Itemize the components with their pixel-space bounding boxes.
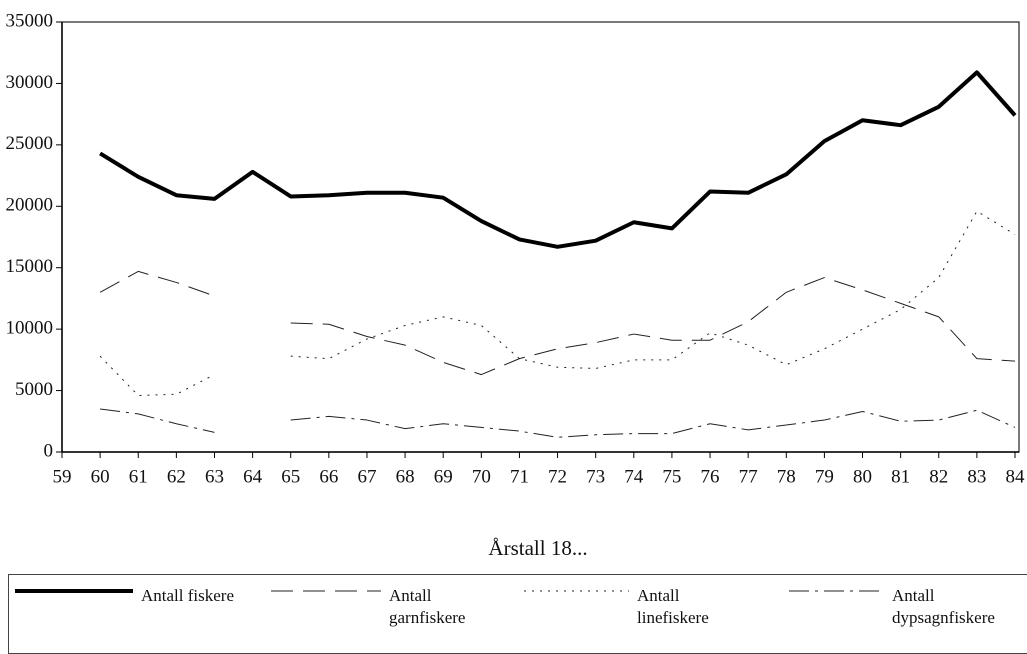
x-tick-label: 66 xyxy=(319,466,338,487)
x-tick-label: 76 xyxy=(701,466,720,487)
chart: Årstall 18... 0 5000 10000 15000 20000 25000 3… xyxy=(6,10,1026,560)
y-tick-label: 20000 xyxy=(6,195,54,216)
legend-item: Antall garnfiskere xyxy=(271,585,489,629)
legend-swatch xyxy=(524,590,629,592)
y-tick-label: 25000 xyxy=(6,133,54,154)
legend-label: Antall garnfiskere xyxy=(389,586,466,627)
legend-swatch xyxy=(271,590,381,592)
legend-item: Antall linefiskere xyxy=(524,585,737,629)
x-tick-label: 81 xyxy=(891,466,910,487)
x-tick-label: 79 xyxy=(815,466,834,487)
x-tick-label: 78 xyxy=(777,466,796,487)
x-tick-label: 68 xyxy=(396,466,415,487)
y-tick-label: 30000 xyxy=(6,72,54,93)
x-tick-label: 82 xyxy=(929,466,948,487)
y-tick-label: 0 xyxy=(44,440,54,461)
x-tick-label: 77 xyxy=(739,466,758,487)
x-tick-label: 60 xyxy=(91,466,110,487)
x-tick-label: 70 xyxy=(472,466,491,487)
x-tick-label: 72 xyxy=(548,466,567,487)
y-tick-label: 5000 xyxy=(15,379,53,400)
x-tick-label: 74 xyxy=(624,466,644,487)
x-tick-label: 71 xyxy=(510,466,529,487)
series-line xyxy=(99,70,1017,249)
x-tick-label: 67 xyxy=(357,466,376,487)
x-tick-label: 59 xyxy=(53,466,72,487)
legend-item: Antall dypsagnfiskere xyxy=(789,585,995,629)
plot-frame xyxy=(61,21,1020,453)
y-tick-label: 10000 xyxy=(6,318,54,339)
legend-item: Antall fiskere xyxy=(15,585,291,607)
series-line xyxy=(99,210,1016,396)
x-tick-label: 69 xyxy=(434,466,453,487)
x-tick-label: 63 xyxy=(205,466,224,487)
x-tick-label: 65 xyxy=(281,466,300,487)
legend-label: Antall dypsagnfiskere xyxy=(892,586,995,627)
series-line xyxy=(99,270,1016,376)
y-tick-label: 35000 xyxy=(6,10,54,31)
legend-label: Antall fiskere xyxy=(141,586,234,605)
legend: Antall fiskere Antall garnfiskere Antall l… xyxy=(8,574,1027,654)
series-line xyxy=(100,408,1016,438)
x-tick-label: 64 xyxy=(243,466,263,487)
x-tick-label: 84 xyxy=(1006,466,1026,487)
x-tick-label: 61 xyxy=(129,466,148,487)
x-axis-label: Årstall 18... xyxy=(488,536,587,560)
x-tick-label: 80 xyxy=(853,466,872,487)
x-tick-label: 83 xyxy=(967,466,986,487)
y-tick-label: 15000 xyxy=(6,256,54,277)
legend-label: Antall linefiskere xyxy=(637,586,709,627)
x-tick-label: 62 xyxy=(167,466,186,487)
legend-swatch xyxy=(15,589,133,593)
x-tick-label: 73 xyxy=(586,466,605,487)
legend-swatch xyxy=(789,590,884,592)
x-tick-label: 75 xyxy=(662,466,681,487)
